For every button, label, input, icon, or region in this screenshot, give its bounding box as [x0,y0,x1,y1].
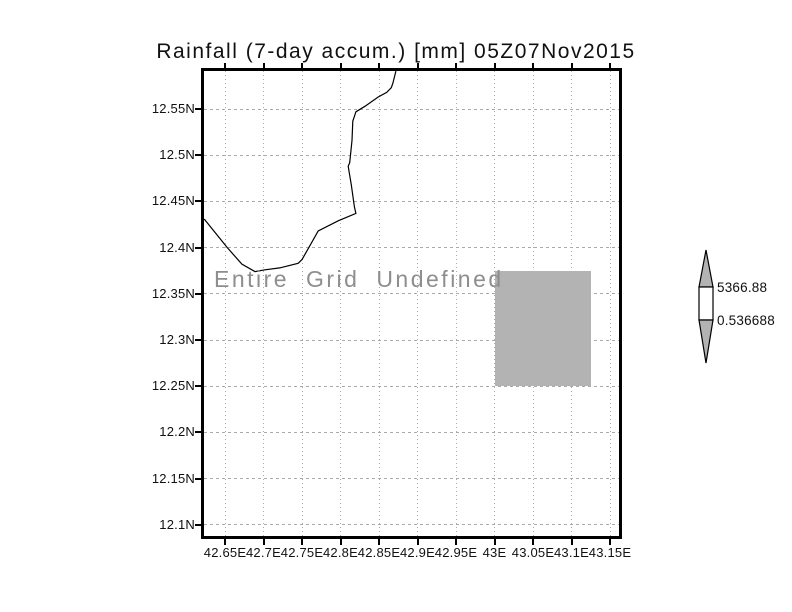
coastline-map [204,71,397,273]
y-tick-label: 12.55N [151,101,195,116]
x-tick-label: 42.9E [400,545,435,560]
gridline-horizontal [204,431,619,433]
x-tick-bottom [301,539,303,545]
x-tick-label: 42.7E [246,545,281,560]
plot-frame [201,68,622,539]
x-tick-top [609,63,611,68]
y-tick-left [195,385,201,388]
chart-title: Rainfall (7-day accum.) [mm] 05Z07Nov201… [156,40,636,63]
x-tick-label: 43.05E [511,545,555,560]
x-tick-label: 42.65E [203,545,247,560]
y-tick-label: 12.3N [159,332,195,347]
y-tick-left [195,431,201,434]
x-tick-bottom [224,539,226,545]
undefined-annotation: Entire Grid Undefined [214,266,504,292]
y-tick-left [195,154,201,157]
y-tick-label: 12.35N [151,285,195,301]
y-tick-label: 12.5N [159,147,195,163]
gridline-horizontal [204,200,619,202]
y-tick-label: 12.2N [159,424,195,440]
y-tick-left [195,108,201,110]
x-tick-top [532,63,534,68]
x-tick-label: 43.1E [554,545,589,560]
gridline-vertical [455,71,457,536]
colorbar [698,249,714,364]
x-tick-top [224,63,226,68]
y-tick-left [195,292,201,295]
x-tick-top [339,63,342,68]
gridline-vertical [609,71,611,536]
colorbar-box [698,286,714,321]
gridline-horizontal [204,478,619,480]
y-tick-label: 12.45N [151,193,195,209]
colorbar-max-label: 5366.88 [717,280,768,295]
gridline-horizontal [204,108,619,110]
y-tick-left [195,477,201,480]
x-tick-bottom [262,539,265,545]
x-tick-top [455,63,457,68]
x-tick-bottom [493,539,496,545]
x-tick-bottom [339,539,342,545]
x-tick-top [570,63,573,68]
y-tick-label: 12.1N [159,516,195,532]
colorbar-min-label: 0.536688 [717,313,775,328]
x-tick-label: 42.8E [323,545,358,560]
y-tick-label: 12.15N [151,470,195,486]
x-tick-label: 42.85E [357,545,401,560]
gridline-horizontal [204,247,619,249]
y-tick-left [195,523,201,526]
y-tick-label: 12.4N [159,239,195,255]
y-tick-left [195,246,201,249]
gridline-vertical [378,71,380,536]
x-tick-top [493,63,496,68]
gridline-horizontal [204,293,619,295]
x-tick-bottom [455,539,457,545]
x-tick-bottom [378,539,380,545]
x-tick-bottom [570,539,573,545]
x-tick-top [301,63,303,68]
x-tick-bottom [416,539,419,545]
y-tick-left [195,200,201,203]
x-tick-top [378,63,380,68]
x-tick-label: 43.15E [588,545,632,560]
gridline-vertical [301,71,303,536]
colorbar-lower-arrow-icon [698,319,714,364]
x-tick-bottom [609,539,611,545]
gridline-horizontal [204,154,619,156]
undefined-data-region [494,270,591,387]
x-tick-top [262,63,265,68]
x-tick-top [416,63,419,68]
coastline-path [204,71,397,273]
x-tick-label: 42.75E [280,545,324,560]
gridline-vertical [417,71,418,536]
y-tick-label: 12.25N [151,378,195,394]
gridline-horizontal [204,339,619,341]
colorbar-upper-arrow-icon [698,249,714,288]
x-tick-label: 43E [482,545,507,560]
x-tick-bottom [532,539,534,545]
gridline-horizontal [204,385,619,387]
gridline-vertical [340,71,341,536]
gridline-vertical [263,71,264,536]
gridline-horizontal [204,524,619,526]
x-tick-label: 42.95E [434,545,478,560]
gridline-vertical [224,71,226,536]
y-tick-left [195,339,201,341]
